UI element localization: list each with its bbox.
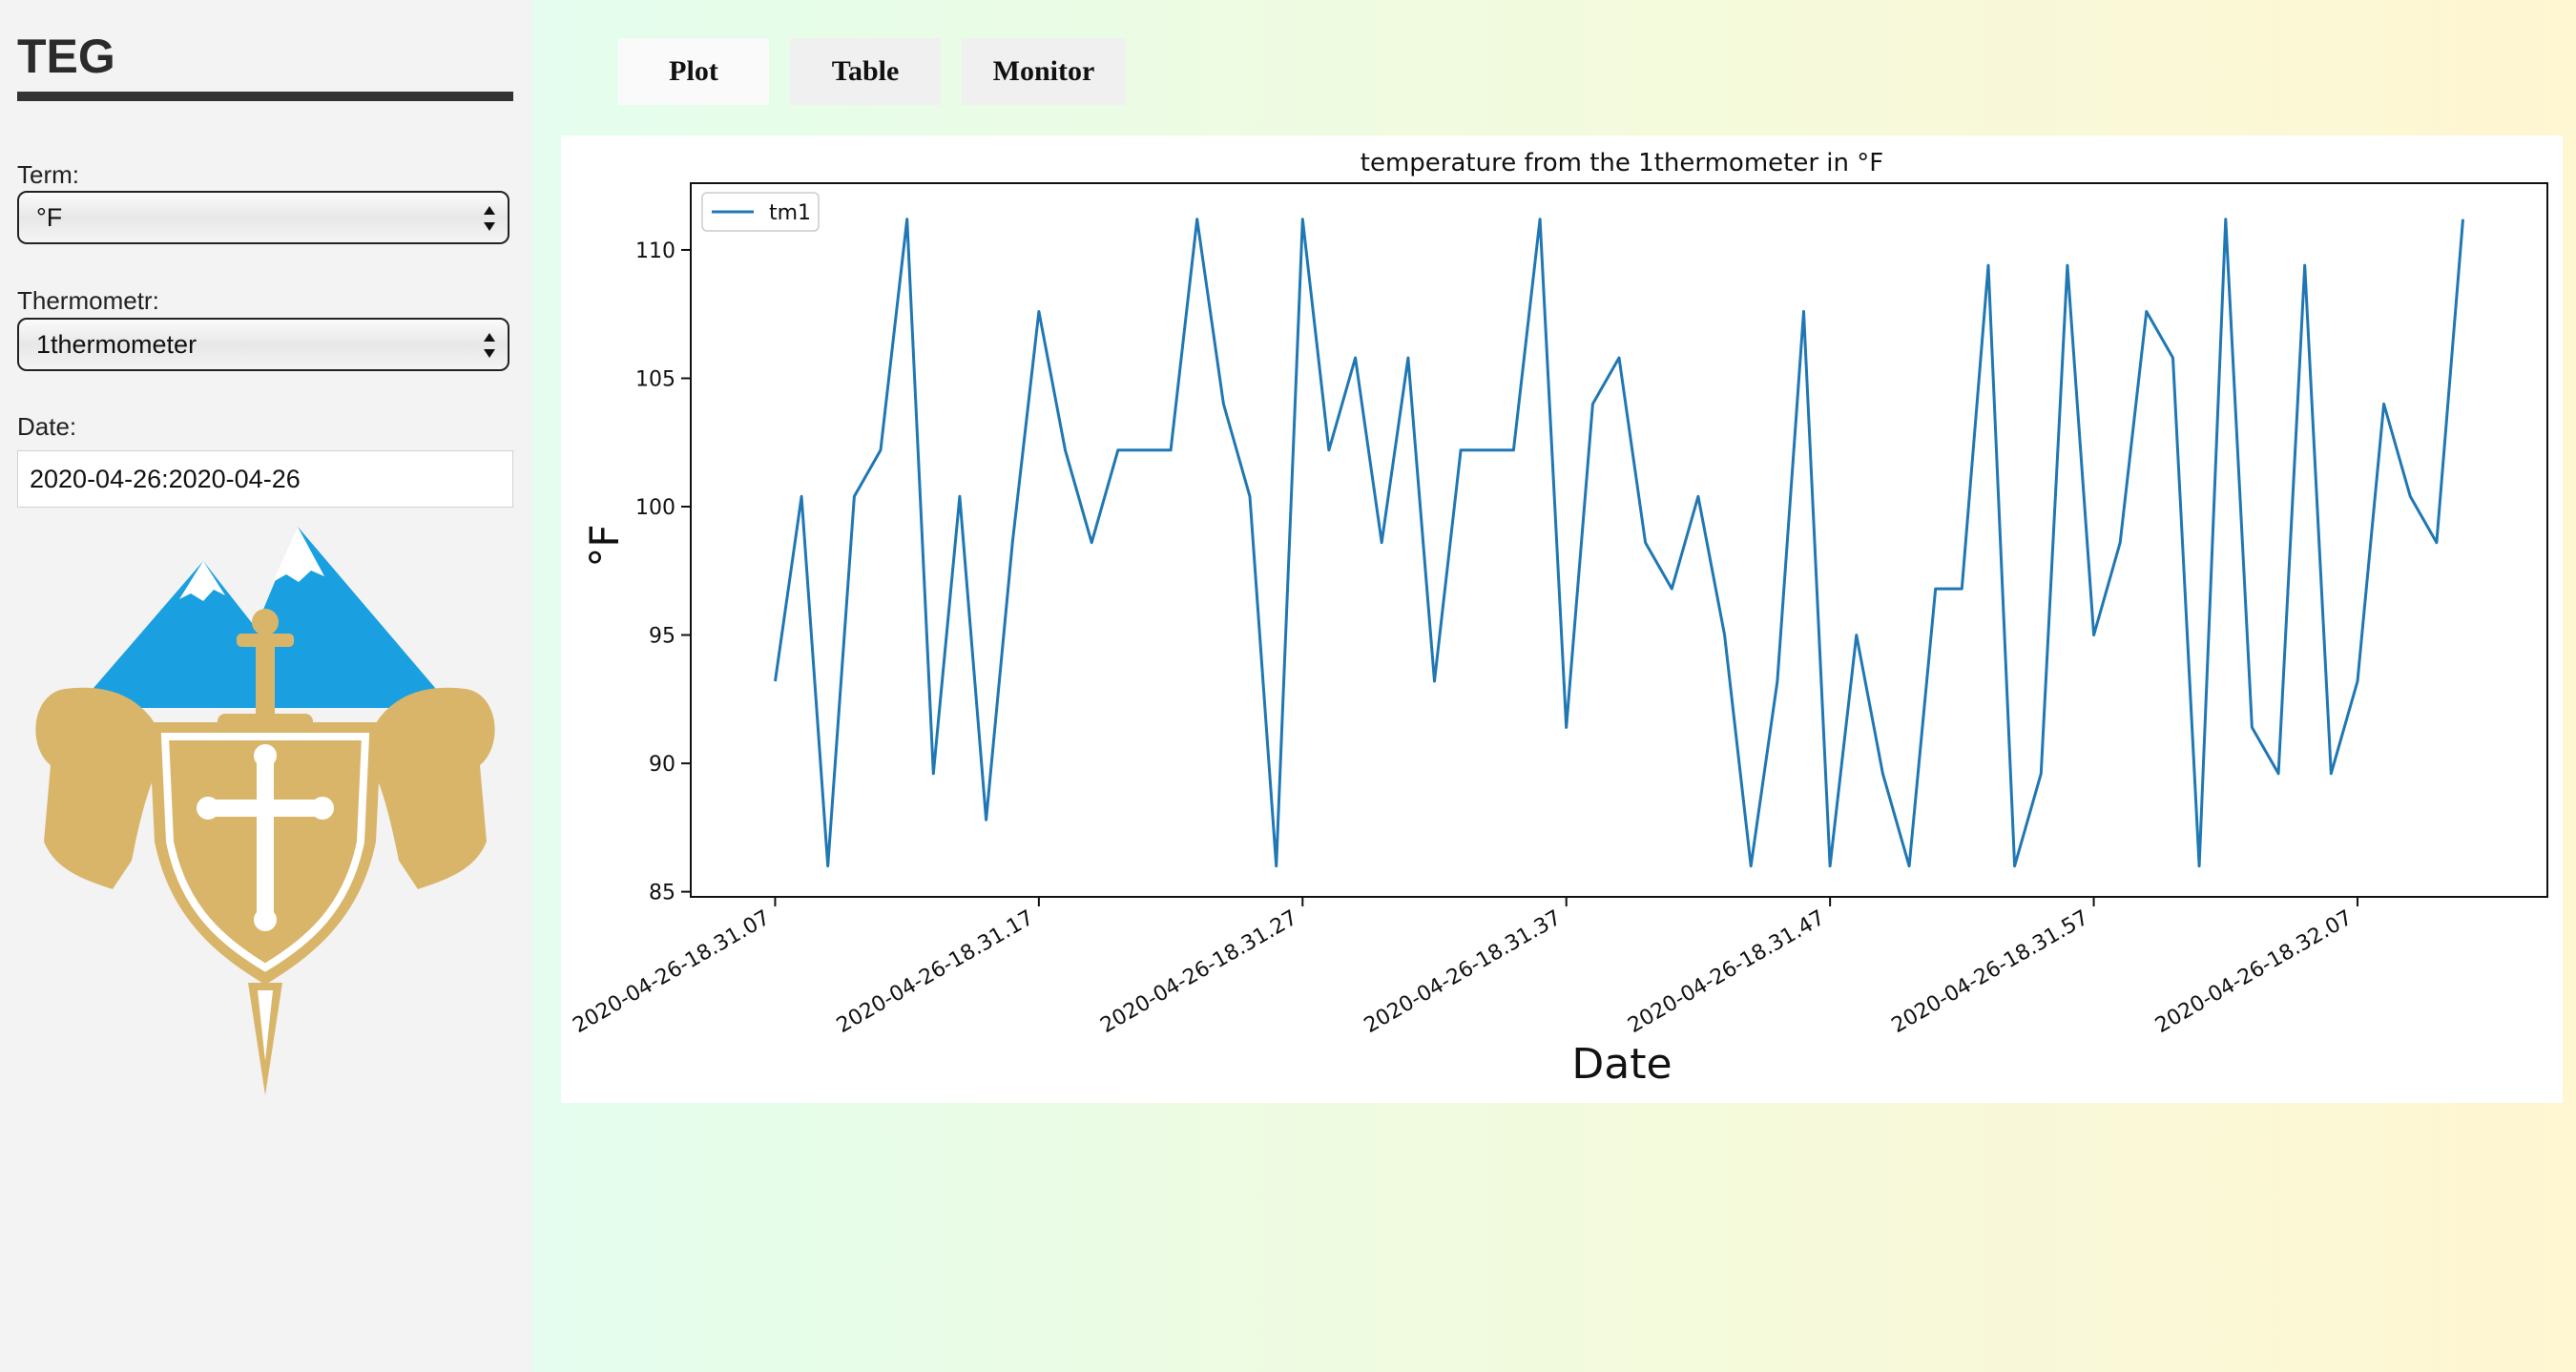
y-tick-label: 100: [635, 496, 675, 520]
legend-box: [701, 192, 820, 232]
select-arrows-icon: [484, 206, 495, 231]
y-tick-label: 95: [649, 625, 675, 649]
y-tick-label: 105: [635, 367, 675, 391]
x-tick-label: 2020-04-26-18.32.07: [2151, 906, 2357, 1039]
x-axis-label: Date: [1571, 1040, 1672, 1089]
y-axis-label: °F: [581, 524, 628, 567]
thermometer-select[interactable]: 1thermometer: [17, 318, 509, 371]
tab-monitor[interactable]: Monitor: [962, 38, 1126, 105]
term-label: Term:: [17, 160, 79, 189]
title-divider: [17, 92, 513, 101]
plot-panel: temperature from the 1thermometer in °F …: [561, 135, 2563, 1103]
term-select-value: °F: [36, 203, 63, 232]
series-layer: [774, 218, 2464, 868]
y-tick-label: 90: [649, 753, 675, 777]
date-label: Date:: [17, 412, 77, 441]
x-tick-label: 2020-04-26-18.31.17: [833, 906, 1038, 1039]
thermometer-select-value: 1thermometer: [36, 330, 197, 359]
term-select[interactable]: °F: [17, 191, 509, 244]
x-tick-label: 2020-04-26-18.31.57: [1888, 906, 2093, 1039]
y-tick-label: 110: [635, 239, 675, 263]
chart-title: temperature from the 1thermometer in °F: [1361, 149, 1883, 177]
tab-plot[interactable]: Plot: [618, 38, 769, 105]
temperature-chart: temperature from the 1thermometer in °F …: [570, 149, 2548, 1089]
x-tick-label: 2020-04-26-18.31.37: [1361, 906, 1566, 1039]
tab-table[interactable]: Table: [790, 38, 941, 105]
x-axis: 2020-04-26-18.31.07 2020-04-26-18.31.17 20…: [570, 897, 2358, 1038]
y-tick-label: 85: [649, 882, 675, 905]
date-input[interactable]: 2020-04-26:2020-04-26: [17, 450, 513, 508]
select-arrows-icon: [484, 333, 495, 358]
coat-of-arms-logo-icon: [35, 527, 495, 1095]
x-tick-label: 2020-04-26-18.31.47: [1624, 906, 1829, 1039]
legend: tm1: [701, 192, 820, 232]
y-axis: 85 90 95 100 105 110: [635, 239, 691, 905]
legend-label: tm1: [769, 201, 811, 225]
plot-frame: [690, 182, 2548, 898]
app-title: TEG: [17, 30, 115, 83]
x-tick-label: 2020-04-26-18.31.07: [570, 906, 775, 1039]
thermometer-label: Thermometr:: [17, 286, 159, 315]
series-line-tm1: [774, 218, 2464, 868]
x-tick-label: 2020-04-26-18.31.27: [1096, 906, 1301, 1039]
sidebar: TEG Term: °F Thermometr: 1thermometer Da…: [0, 0, 532, 1372]
